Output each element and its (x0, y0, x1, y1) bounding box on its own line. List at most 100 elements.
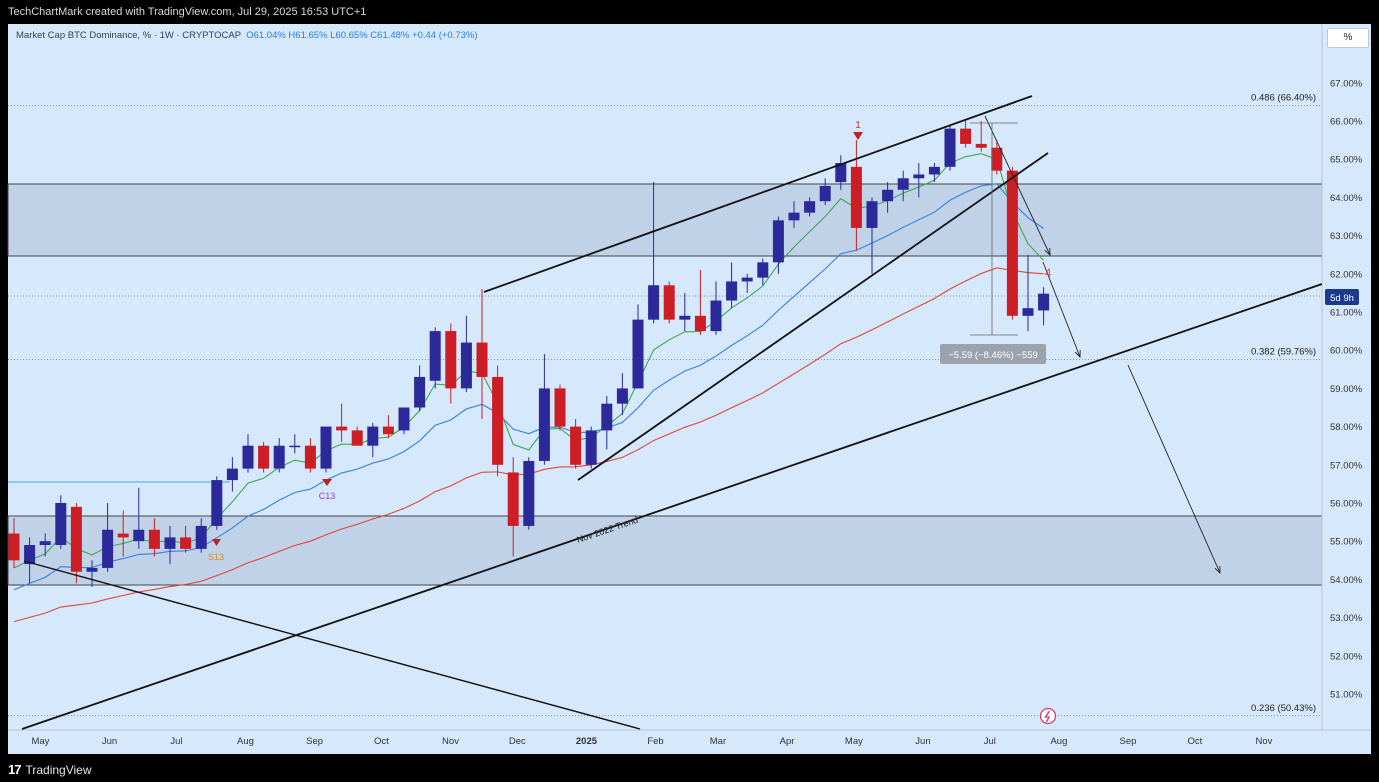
y-tick-label: 54.00% (1330, 575, 1363, 586)
y-tick-label: 63.00% (1330, 231, 1363, 242)
y-tick-label: 57.00% (1330, 460, 1363, 471)
candle-body (757, 262, 769, 278)
candle-body (133, 529, 145, 542)
y-tick-label: 56.00% (1330, 499, 1363, 510)
footer-bar: 17 TradingView (0, 756, 1379, 782)
x-tick-label: Feb (647, 736, 663, 747)
x-tick-label: Jun (915, 736, 930, 747)
candle-body (523, 460, 535, 526)
y-tick-label: 51.00% (1330, 690, 1363, 701)
candle-body (39, 541, 51, 546)
candle-body (850, 166, 862, 228)
candle-body (289, 445, 301, 448)
y-tick-label: 58.00% (1330, 422, 1363, 433)
y-tick-label: 61.00% (1330, 308, 1363, 319)
x-tick-label: Sep (306, 736, 323, 747)
percent-scale-button[interactable]: % (1327, 28, 1369, 48)
candle-body (414, 376, 426, 408)
legend-symbol: Market Cap BTC Dominance, % · 1W · CRYPT… (16, 30, 241, 41)
candle-body (897, 178, 909, 190)
price-axis (1322, 24, 1371, 730)
candle-body (429, 331, 441, 381)
candle-body (382, 426, 394, 435)
projection-arrow-3 (1127, 364, 1221, 574)
y-tick-label: 55.00% (1330, 537, 1363, 548)
y-tick-label: 59.00% (1330, 384, 1363, 395)
candle-body (1038, 293, 1050, 311)
candle-body (772, 220, 784, 263)
candle-body (117, 533, 129, 538)
projection-arrow-2 (1042, 261, 1081, 358)
candle-body (445, 331, 457, 389)
nov-2022-trend-line (21, 283, 1322, 730)
candle-body (180, 537, 192, 549)
legend-ohlc: O61.04% H61.65% L60.65% C61.48% +0.44 (+… (246, 30, 478, 41)
td-down-arrow-icon (212, 539, 221, 546)
td-c13-label: C13 (319, 491, 336, 501)
alert-lightning-glyph (1044, 710, 1051, 723)
candle-body (1006, 170, 1018, 316)
candle-body (960, 128, 972, 144)
x-tick-label: Aug (1050, 736, 1067, 747)
y-tick-label: 67.00% (1330, 78, 1363, 89)
candle-body (991, 147, 1003, 171)
y-tick-label: 52.00% (1330, 651, 1363, 662)
candle-body (273, 445, 285, 469)
candle-body (492, 376, 504, 465)
candle-body (835, 163, 847, 183)
descending-trend-line (23, 560, 641, 730)
chart-frame[interactable] (8, 24, 1371, 754)
candle-body (663, 285, 675, 320)
candle-body (164, 537, 176, 549)
candle-body (24, 545, 36, 565)
candle-body (460, 342, 472, 389)
measure-label-box (940, 344, 1046, 364)
candle-body (102, 529, 114, 568)
footer-brand-text: TradingView (25, 762, 92, 777)
candle-body (726, 281, 738, 301)
candle-body (944, 128, 956, 167)
x-tick-label: Jul (984, 736, 996, 747)
candle-body (694, 315, 706, 332)
td-s13-label: S13 (208, 552, 224, 562)
candle-body (648, 285, 660, 320)
x-tick-label: Jun (102, 736, 117, 747)
candle-body (928, 166, 940, 175)
candle-body (882, 189, 894, 202)
candle-body (320, 426, 332, 469)
td-down-arrow-icon (853, 132, 863, 140)
x-tick-label: Aug (237, 736, 254, 747)
fib-0382-label: 0.382 (59.76%) (1251, 346, 1316, 357)
x-tick-label: Nov (442, 736, 459, 747)
x-tick-label: Sep (1120, 736, 1137, 747)
candle-body (226, 468, 238, 481)
resistance-zone (7, 183, 1323, 257)
candle-body (538, 388, 550, 461)
footer-brand[interactable]: 17 TradingView (8, 762, 92, 777)
td-4-label: 4 (1045, 266, 1052, 280)
candle-body (975, 143, 987, 148)
caption-bar: TechChartMark created with TradingView.c… (0, 0, 1379, 24)
td-1-label: 1 (855, 120, 861, 131)
candle-body (70, 506, 82, 572)
candle-body (211, 480, 223, 526)
countdown-badge-bg (1325, 289, 1359, 305)
candle-body (351, 430, 363, 446)
candle-body (398, 407, 410, 431)
x-tick-label: Apr (780, 736, 795, 747)
y-tick-label: 62.00% (1330, 269, 1363, 280)
projection-arrow-1-head (1044, 247, 1051, 257)
fib-0486-label: 0.486 (66.40%) (1251, 93, 1316, 104)
candle-body (554, 388, 566, 427)
candle-body (616, 388, 628, 404)
candle-body (258, 445, 270, 469)
candle-body (585, 430, 597, 465)
candle-body (195, 525, 207, 549)
candle-body (710, 300, 722, 332)
x-tick-label: Jul (170, 736, 182, 747)
candle-body (55, 503, 67, 546)
candle-body (866, 201, 878, 228)
candle-body (632, 319, 644, 389)
x-tick-label: Mar (710, 736, 726, 747)
